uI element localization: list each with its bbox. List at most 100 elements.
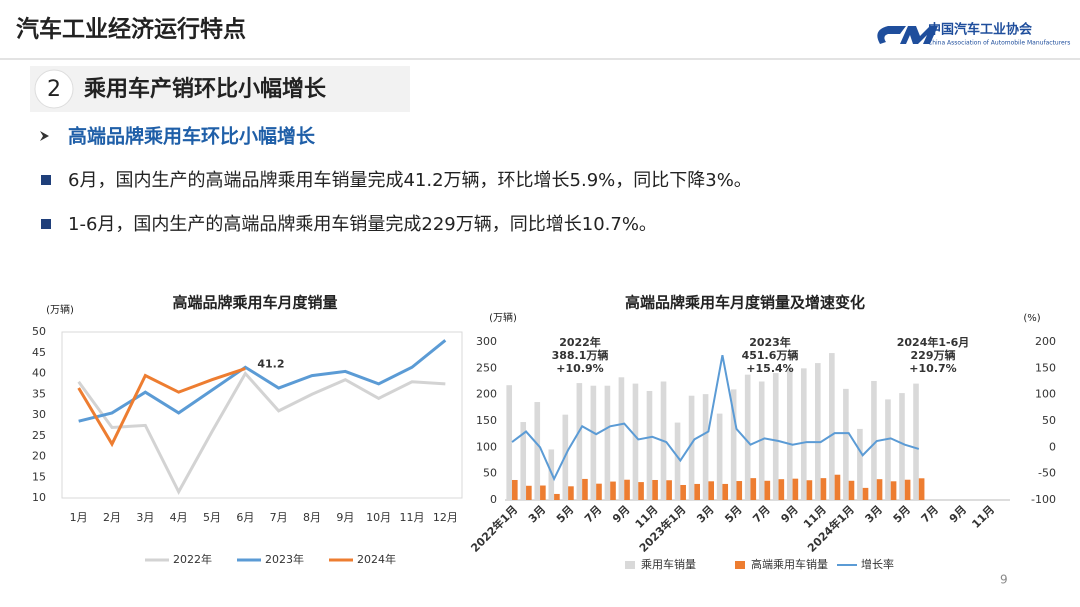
y2-tick-label: 200 [1035, 335, 1056, 348]
x-tick-label: 7月 [582, 503, 604, 525]
y-tick-label: 50 [483, 467, 497, 480]
y2-tick-label: -50 [1038, 467, 1056, 480]
bar [610, 481, 616, 500]
plot-frame [61, 331, 463, 499]
chart-title: 高端品牌乘用车月度销量 [172, 294, 337, 312]
line-series [77, 367, 246, 448]
bar [843, 388, 849, 500]
x-tick-label: 5月 [554, 503, 576, 525]
bar [800, 368, 807, 500]
y-tick-label: 0 [490, 493, 497, 506]
bar [526, 485, 532, 500]
y-tick-label: 50 [32, 325, 46, 338]
legend-label: 增长率 [861, 557, 894, 571]
y-tick-label: 10 [32, 491, 46, 504]
y2-tick-label: -100 [1031, 493, 1056, 506]
bar [890, 481, 897, 500]
subheading: 高端品牌乘用车环比小幅增长 [68, 125, 316, 148]
bar [744, 374, 751, 500]
bar [750, 478, 757, 500]
y-tick-label: 25 [32, 429, 46, 442]
bar [618, 377, 625, 500]
bar [512, 479, 518, 500]
legend-swatch [625, 561, 635, 569]
bar [899, 393, 905, 500]
legend-label: 乘用车销量 [641, 557, 696, 571]
bar [834, 474, 841, 500]
bar [638, 482, 644, 500]
bar [506, 385, 513, 500]
logo-mark [877, 26, 938, 44]
bar [792, 478, 799, 500]
y-tick-label: 150 [476, 414, 497, 427]
x-tick-label: 2022年1月 [468, 502, 521, 555]
bar [758, 381, 765, 500]
y2-tick-label: 100 [1035, 388, 1056, 401]
y-tick-label: 250 [476, 361, 497, 374]
x-tick-label: 9月 [610, 503, 632, 525]
line-series [511, 354, 920, 482]
x-tick-label: 2月 [103, 511, 121, 524]
y2-unit: (%) [1023, 313, 1040, 324]
bar [736, 481, 743, 500]
y2-tick-label: 150 [1035, 361, 1056, 374]
x-tick-label: 3月 [526, 503, 548, 525]
x-tick-label: 5月 [722, 503, 744, 525]
legend-label: 2022年 [173, 552, 212, 566]
bar [576, 383, 583, 500]
annotation: +10.7% [909, 362, 956, 375]
y-tick-label: 30 [32, 408, 46, 421]
bar [857, 428, 863, 500]
bar [862, 487, 869, 500]
annotation: 388.1万辆 [552, 348, 609, 362]
bar [829, 353, 835, 500]
bar [596, 483, 602, 500]
section-circle [34, 69, 74, 109]
bar [702, 394, 709, 500]
bar [876, 479, 883, 500]
slide-title: 汽车工业经济运行特点 [16, 16, 246, 43]
bar [730, 389, 737, 500]
divider [0, 58, 1080, 60]
x-tick-label: 7月 [919, 503, 941, 525]
bar [680, 484, 686, 500]
logo-en: China Association of Automobile Manufact… [928, 40, 1070, 47]
y-tick-label: 100 [476, 440, 497, 453]
y-tick-label: 15 [32, 470, 46, 483]
bar [708, 481, 715, 500]
x-tick-label: 3月 [136, 511, 154, 524]
bar [554, 493, 560, 500]
data-label: 41.2 [257, 358, 284, 371]
bar [913, 383, 919, 500]
bar [904, 479, 911, 500]
x-tick-label: 12月 [433, 511, 458, 524]
annotation: 2023年 [749, 335, 791, 349]
bar [590, 385, 597, 500]
annotation: +15.4% [746, 362, 793, 375]
annotation: 2024年1-6月 [897, 335, 970, 349]
x-tick-label: 4月 [170, 511, 188, 524]
bar [624, 479, 630, 500]
x-tick-label: 3月 [694, 503, 716, 525]
x-tick-label: 9月 [336, 511, 354, 524]
bar [885, 399, 891, 500]
y-tick-label: 20 [32, 450, 46, 463]
bullet-square [41, 219, 51, 229]
x-tick-label: 1月 [70, 511, 88, 524]
bar [582, 478, 588, 500]
annotation: 451.6万辆 [742, 348, 799, 362]
x-tick-label: 8月 [303, 511, 321, 524]
x-tick-label: 9月 [947, 503, 969, 525]
bar [722, 483, 729, 500]
bar [764, 480, 771, 500]
y-tick-label: 40 [32, 367, 46, 380]
x-tick-label: 11月 [400, 511, 425, 524]
bar [604, 385, 611, 500]
bar [534, 402, 541, 500]
x-tick-label: 7月 [750, 503, 772, 525]
x-tick-label: 3月 [863, 503, 885, 525]
x-tick-label: 5月 [891, 503, 913, 525]
bar [652, 479, 658, 500]
annotation: 2022年 [559, 335, 601, 349]
legend-label: 高端乘用车销量 [751, 557, 828, 571]
